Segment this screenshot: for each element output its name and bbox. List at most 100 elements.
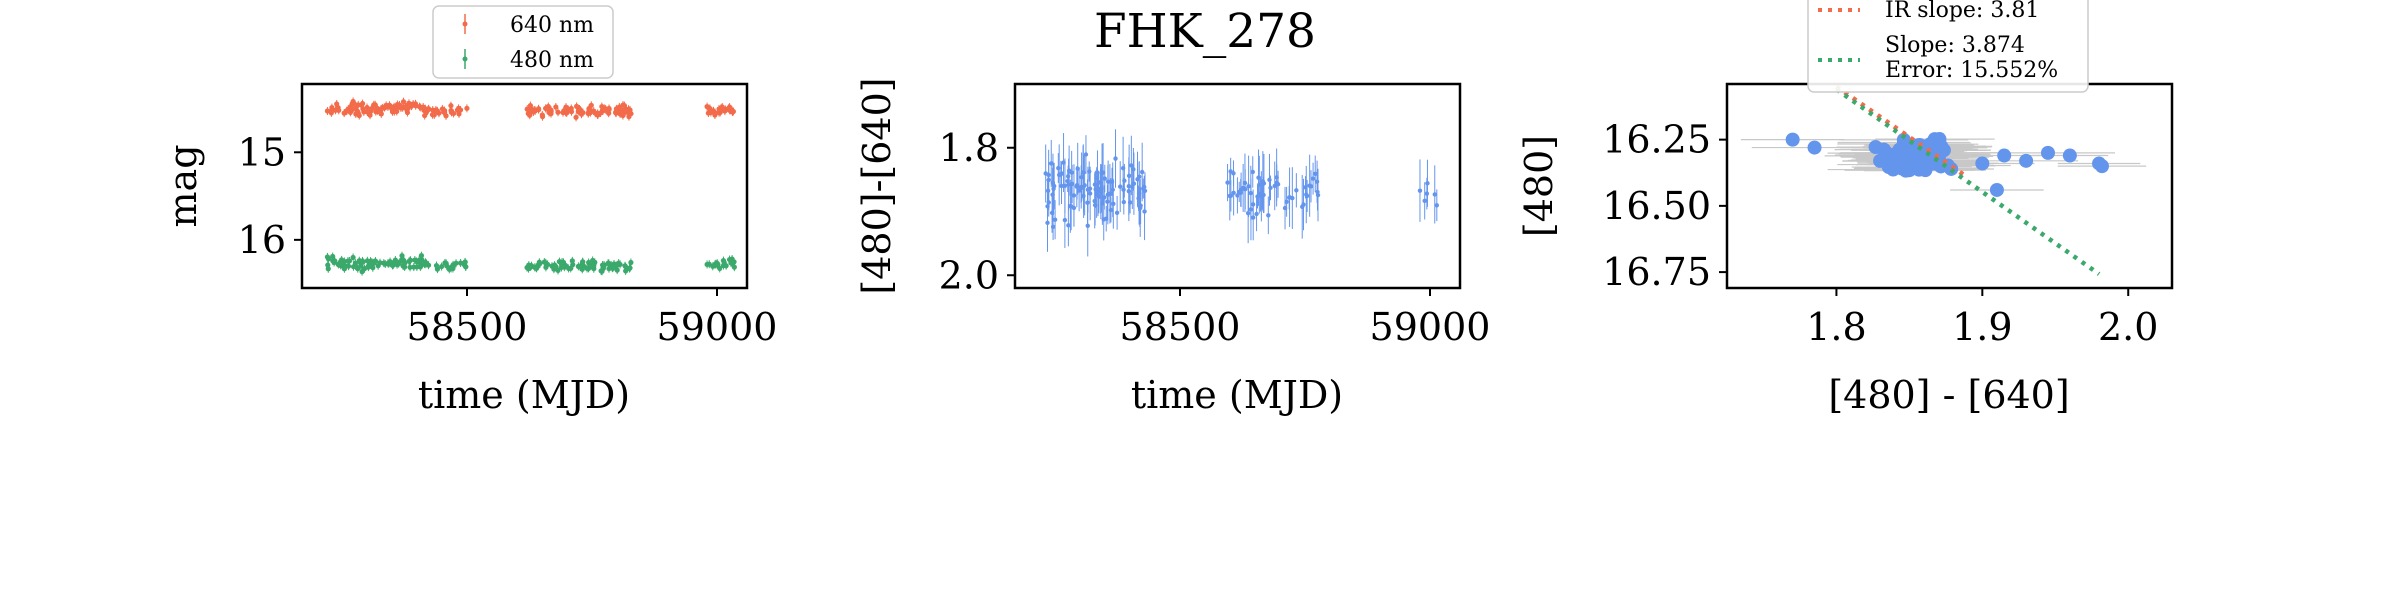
cmd-axes-frame: [1725, 82, 2174, 290]
data-point: [1432, 192, 1437, 197]
data-point: [2040, 145, 2055, 160]
data-point: [721, 259, 727, 266]
data-point: [1071, 193, 1077, 198]
legend-slope-line-2: Error: 15.552%: [1885, 58, 2058, 83]
data-point: [612, 109, 619, 116]
legend-label-640: 640 nm: [510, 13, 594, 38]
magnitude-axes-frame: [300, 82, 749, 290]
data-point: [2019, 153, 2034, 168]
data-point: [441, 107, 448, 114]
data-point: [1315, 192, 1321, 198]
data-point: [341, 266, 348, 272]
y-tick-label: 15: [238, 130, 286, 174]
data-point: [371, 102, 377, 108]
data-point: [360, 259, 366, 265]
data-point: [1074, 184, 1080, 189]
data-point: [606, 260, 612, 266]
data-point: [444, 263, 450, 269]
data-point: [1314, 179, 1320, 184]
data-point: [364, 104, 370, 111]
data-point: [1807, 140, 1822, 155]
data-point: [1260, 179, 1266, 184]
data-point: [1228, 193, 1234, 199]
data-point: [1258, 191, 1263, 197]
magnitude-x-axis-label: time (MJD): [418, 373, 630, 417]
data-point: [1876, 142, 1891, 157]
data-point: [378, 106, 384, 112]
cmd-data-points: [1740, 84, 2147, 276]
data-point: [396, 261, 402, 267]
data-point: [1049, 161, 1054, 166]
data-point: [1045, 220, 1050, 226]
legend-marker-480: [462, 49, 468, 69]
data-point: [1085, 223, 1090, 228]
data-point: [536, 107, 542, 113]
data-point: [1130, 184, 1135, 190]
data-point: [1121, 199, 1127, 205]
data-point: [2094, 159, 2109, 174]
data-point: [555, 267, 561, 274]
data-point: [414, 264, 420, 270]
data-point: [601, 263, 607, 269]
data-point: [1425, 181, 1430, 186]
data-point: [1235, 193, 1240, 198]
magnitude-y-axis-label: mag: [161, 144, 205, 227]
legend-label-ir-slope: IR slope: 3.81: [1885, 0, 2039, 23]
data-point: [324, 108, 331, 114]
data-point: [453, 260, 459, 266]
data-point: [1231, 171, 1236, 176]
data-point: [1079, 184, 1084, 190]
y-tick-label: 16.50: [1602, 184, 1711, 228]
data-point: [717, 265, 723, 271]
data-point: [1087, 191, 1093, 196]
cmd-x-axis-label: [480] - [640]: [1828, 373, 2069, 417]
data-point: [399, 253, 405, 259]
magnitude-data-points: [324, 97, 737, 276]
data-point: [382, 261, 388, 267]
data-point: [1997, 148, 2012, 163]
data-point: [425, 262, 432, 268]
data-point: [706, 261, 712, 267]
data-point: [419, 257, 425, 263]
data-point: [1267, 177, 1272, 183]
figure-title: FHK_278: [1094, 4, 1316, 59]
data-point: [353, 111, 359, 117]
data-point: [433, 108, 439, 114]
data-point: [623, 268, 629, 274]
x-tick-label: 1.8: [1806, 305, 1866, 349]
x-tick-label: 59000: [1370, 305, 1491, 349]
data-point: [561, 264, 567, 270]
data-point: [422, 112, 428, 119]
data-point: [526, 110, 532, 116]
data-point: [1102, 176, 1107, 181]
data-point: [332, 258, 338, 264]
data-point: [591, 263, 597, 269]
data-point: [457, 260, 464, 266]
data-point: [325, 266, 331, 272]
data-point: [438, 263, 445, 270]
data-point: [1050, 180, 1056, 186]
data-point: [1066, 223, 1071, 228]
data-point: [626, 265, 632, 272]
color-ticks: 58500 59000 1.8 2.0: [939, 126, 1491, 349]
data-point: [408, 103, 415, 109]
data-point: [1290, 195, 1295, 201]
data-point: [622, 263, 628, 269]
data-point: [606, 106, 612, 112]
data-point: [1118, 184, 1123, 189]
data-point: [580, 259, 586, 265]
data-point: [1083, 152, 1089, 157]
data-point: [464, 105, 470, 111]
legend-label-480: 480 nm: [510, 48, 594, 73]
x-tick-label: 59000: [657, 305, 778, 349]
legend-marker-640: [462, 14, 468, 34]
data-point: [1108, 191, 1114, 196]
data-point: [714, 260, 720, 266]
data-point: [1301, 202, 1306, 207]
data-point: [346, 258, 353, 264]
data-point: [1114, 210, 1120, 216]
data-point: [1139, 169, 1145, 175]
data-point: [1062, 217, 1068, 223]
x-tick-label: 1.9: [1952, 305, 2012, 349]
data-point: [2062, 148, 2077, 163]
